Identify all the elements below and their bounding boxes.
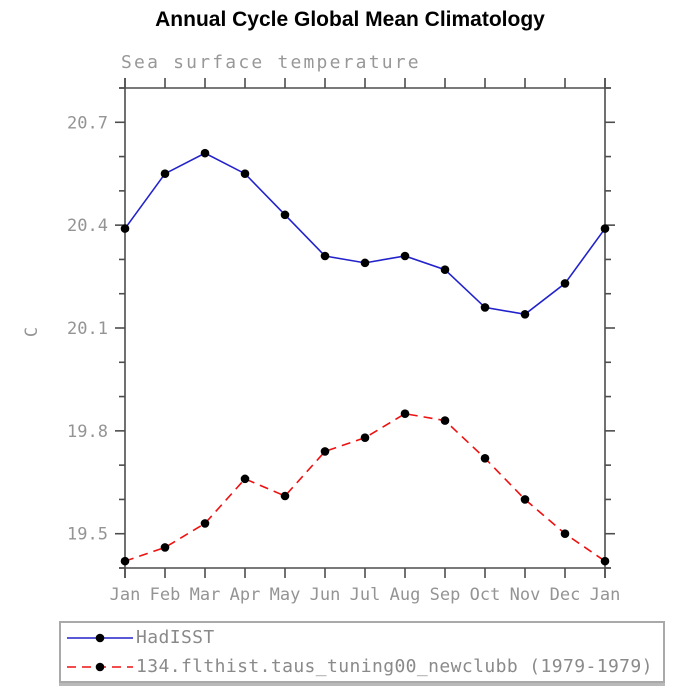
x-tick-label: Mar (190, 585, 221, 605)
x-tick-label: Sep (430, 585, 461, 605)
series-marker-0 (320, 251, 330, 261)
series-marker-0 (480, 303, 490, 312)
x-tick-label: Jun (310, 585, 341, 605)
y-tick-label: 19.8 (67, 422, 108, 442)
y-tick-label: 20.4 (67, 216, 108, 236)
series-marker-0 (440, 265, 450, 275)
series-marker-1 (280, 491, 290, 501)
series-marker-1 (560, 529, 570, 539)
series-marker-1 (600, 556, 610, 566)
legend-line-dashed-icon (67, 662, 133, 671)
series-marker-0 (240, 169, 250, 179)
series-marker-0 (360, 258, 370, 268)
y-tick-label: 20.7 (67, 113, 108, 133)
series-marker-1 (160, 543, 170, 552)
series-marker-0 (400, 251, 410, 261)
legend-label: HadISST (136, 627, 215, 648)
x-tick-label: May (270, 585, 301, 605)
y-tick-label: 20.1 (67, 319, 108, 339)
series-marker-1 (360, 433, 370, 443)
x-tick-label: Nov (510, 585, 541, 605)
legend-line-solid-icon (67, 633, 133, 642)
series-marker-1 (440, 416, 450, 425)
series-marker-0 (160, 169, 170, 179)
x-tick-label: Feb (150, 585, 181, 605)
y-axis-title: C (22, 326, 42, 338)
series-marker-1 (520, 495, 530, 504)
series-marker-0 (520, 309, 530, 319)
series-marker-0 (120, 224, 130, 233)
legend-box: HadISST 134.flthist.taus_tuning00_newclu… (59, 621, 665, 683)
legend-item-model: 134.flthist.taus_tuning00_newclubb (1979… (61, 652, 663, 681)
x-tick-label: Apr (230, 585, 261, 605)
series-marker-1 (200, 519, 210, 528)
y-tick-label: 19.5 (67, 525, 108, 545)
series-marker-0 (200, 148, 210, 158)
legend-item-hadisst: HadISST (61, 623, 663, 652)
x-tick-label: Aug (390, 585, 421, 605)
chart-subtitle: Sea surface temperature (121, 52, 421, 73)
series-line-0 (124, 152, 606, 316)
legend-label: 134.flthist.taus_tuning00_newclubb (1979… (136, 656, 653, 677)
series-marker-1 (320, 447, 330, 456)
series-marker-0 (600, 224, 610, 233)
series-marker-1 (120, 556, 130, 566)
series-marker-0 (280, 210, 290, 220)
x-tick-label: Jan (590, 585, 621, 605)
series-marker-1 (400, 409, 410, 419)
x-tick-label: Dec (550, 585, 581, 605)
series-marker-1 (240, 474, 250, 484)
x-tick-label: Oct (470, 585, 501, 605)
x-tick-label: Jul (350, 585, 381, 605)
chart-title: Annual Cycle Global Mean Climatology (155, 8, 545, 31)
series-marker-1 (480, 453, 490, 463)
x-tick-label: Jan (110, 585, 141, 605)
series-marker-0 (560, 279, 570, 288)
